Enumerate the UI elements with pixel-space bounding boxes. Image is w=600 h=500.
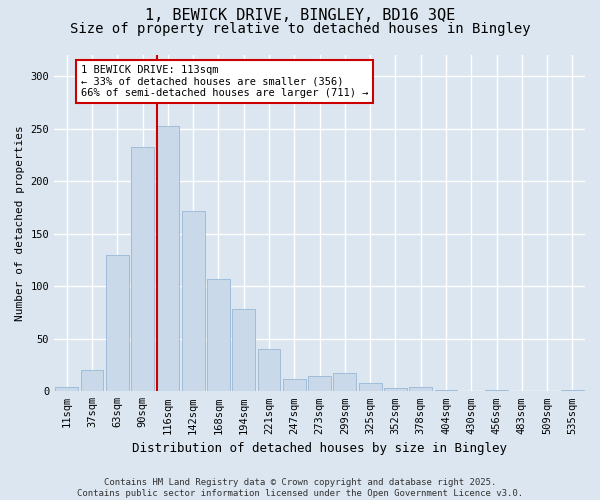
- Bar: [182, 210, 205, 392]
- Text: Size of property relative to detached houses in Bingley: Size of property relative to detached ho…: [70, 22, 530, 36]
- X-axis label: Distribution of detached houses by size in Bingley: Distribution of detached houses by size …: [132, 442, 507, 455]
- Bar: [359, 383, 382, 392]
- Bar: [232, 310, 255, 392]
- Bar: [561, 390, 584, 392]
- Text: Contains HM Land Registry data © Crown copyright and database right 2025.
Contai: Contains HM Land Registry data © Crown c…: [77, 478, 523, 498]
- Bar: [55, 387, 78, 392]
- Bar: [283, 378, 305, 392]
- Bar: [131, 148, 154, 392]
- Bar: [308, 376, 331, 392]
- Bar: [409, 387, 432, 392]
- Bar: [485, 390, 508, 392]
- Text: 1 BEWICK DRIVE: 113sqm
← 33% of detached houses are smaller (356)
66% of semi-de: 1 BEWICK DRIVE: 113sqm ← 33% of detached…: [81, 65, 368, 98]
- Bar: [106, 254, 129, 392]
- Bar: [334, 374, 356, 392]
- Y-axis label: Number of detached properties: Number of detached properties: [15, 126, 25, 321]
- Bar: [384, 388, 407, 392]
- Text: 1, BEWICK DRIVE, BINGLEY, BD16 3QE: 1, BEWICK DRIVE, BINGLEY, BD16 3QE: [145, 8, 455, 22]
- Bar: [434, 390, 457, 392]
- Bar: [81, 370, 103, 392]
- Bar: [207, 279, 230, 392]
- Bar: [157, 126, 179, 392]
- Bar: [257, 350, 280, 392]
